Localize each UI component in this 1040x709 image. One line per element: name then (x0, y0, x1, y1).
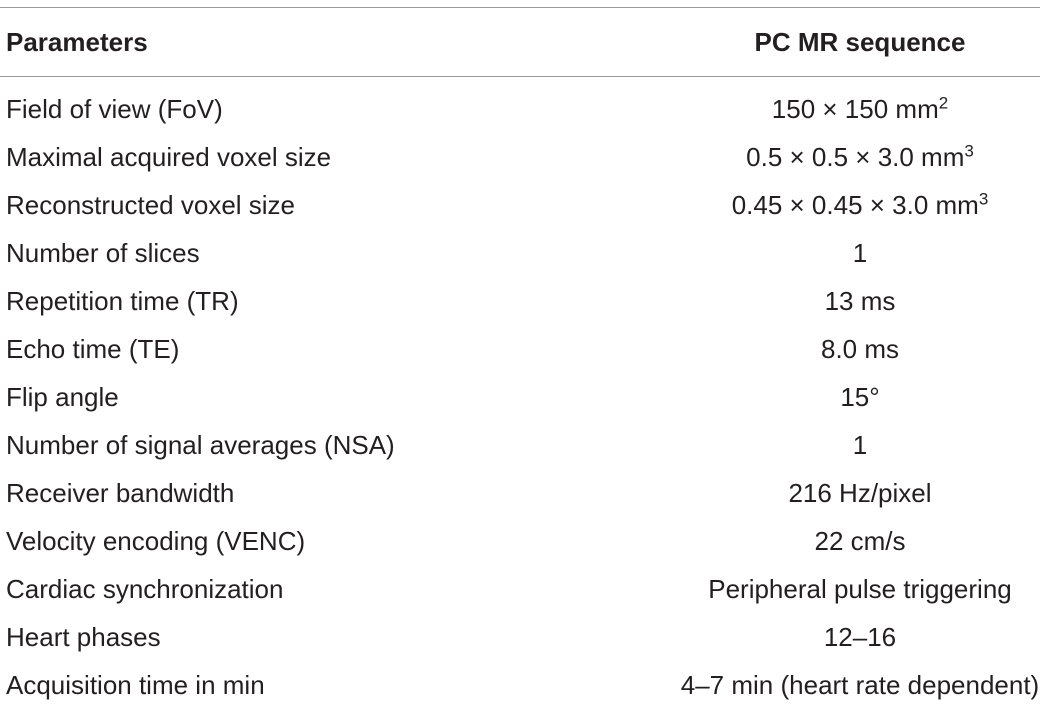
table-row: Receiver bandwidth 216 Hz/pixel (0, 469, 1040, 517)
row-value: 1 (640, 229, 1040, 277)
row-value: 22 cm/s (640, 517, 1040, 565)
row-parameter: Number of signal averages (NSA) (0, 421, 640, 469)
row-parameter: Receiver bandwidth (0, 469, 640, 517)
value-text: 0.5 × 0.5 × 3.0 mm (746, 142, 964, 172)
header-pc-mr-sequence: PC MR sequence (640, 8, 1040, 77)
value-text: 12–16 (824, 622, 896, 652)
row-parameter: Cardiac synchronization (0, 565, 640, 613)
value-text: 216 Hz/pixel (788, 478, 931, 508)
value-text: 4–7 min (heart rate dependent) (681, 670, 1039, 700)
table-row: Field of view (FoV) 150 × 150 mm2 (0, 77, 1040, 134)
row-parameter: Field of view (FoV) (0, 77, 640, 134)
row-value: 12–16 (640, 613, 1040, 661)
row-parameter: Velocity encoding (VENC) (0, 517, 640, 565)
table-row: Number of signal averages (NSA) 1 (0, 421, 1040, 469)
value-text: 1 (853, 238, 867, 268)
row-parameter: Number of slices (0, 229, 640, 277)
table-row: Number of slices 1 (0, 229, 1040, 277)
row-parameter: Heart phases (0, 613, 640, 661)
row-parameter: Repetition time (TR) (0, 277, 640, 325)
value-superscript: 3 (979, 189, 988, 208)
table-row: Echo time (TE) 8.0 ms (0, 325, 1040, 373)
row-parameter: Flip angle (0, 373, 640, 421)
table-body: Field of view (FoV) 150 × 150 mm2 Maxima… (0, 77, 1040, 709)
table-row: Maximal acquired voxel size 0.5 × 0.5 × … (0, 133, 1040, 181)
row-value: 0.45 × 0.45 × 3.0 mm3 (640, 181, 1040, 229)
table-row: Repetition time (TR) 13 ms (0, 277, 1040, 325)
row-value: Peripheral pulse triggering (640, 565, 1040, 613)
value-text: 0.45 × 0.45 × 3.0 mm (732, 190, 979, 220)
table-row: Velocity encoding (VENC) 22 cm/s (0, 517, 1040, 565)
row-value: 15° (640, 373, 1040, 421)
header-parameters: Parameters (0, 8, 640, 77)
row-parameter: Maximal acquired voxel size (0, 133, 640, 181)
value-text: 150 × 150 mm (772, 94, 939, 124)
table-row: Flip angle 15° (0, 373, 1040, 421)
value-text: 13 ms (825, 286, 896, 316)
row-value: 8.0 ms (640, 325, 1040, 373)
row-value: 150 × 150 mm2 (640, 77, 1040, 134)
table-row: Heart phases 12–16 (0, 613, 1040, 661)
row-value: 0.5 × 0.5 × 3.0 mm3 (640, 133, 1040, 181)
row-value: 13 ms (640, 277, 1040, 325)
row-value: 216 Hz/pixel (640, 469, 1040, 517)
table-row: Reconstructed voxel size 0.45 × 0.45 × 3… (0, 181, 1040, 229)
value-text: 15° (840, 382, 879, 412)
table-header: Parameters PC MR sequence (0, 8, 1040, 77)
row-parameter: Reconstructed voxel size (0, 181, 640, 229)
header-row: Parameters PC MR sequence (0, 8, 1040, 77)
table-row: Cardiac synchronization Peripheral pulse… (0, 565, 1040, 613)
parameter-table: Parameters PC MR sequence Field of view … (0, 7, 1040, 709)
row-value: 1 (640, 421, 1040, 469)
row-parameter: Echo time (TE) (0, 325, 640, 373)
value-superscript: 2 (939, 93, 948, 112)
value-text: 22 cm/s (814, 526, 905, 556)
value-text: 1 (853, 430, 867, 460)
value-text: 8.0 ms (821, 334, 899, 364)
value-superscript: 3 (964, 141, 973, 160)
value-text: Peripheral pulse triggering (708, 574, 1012, 604)
